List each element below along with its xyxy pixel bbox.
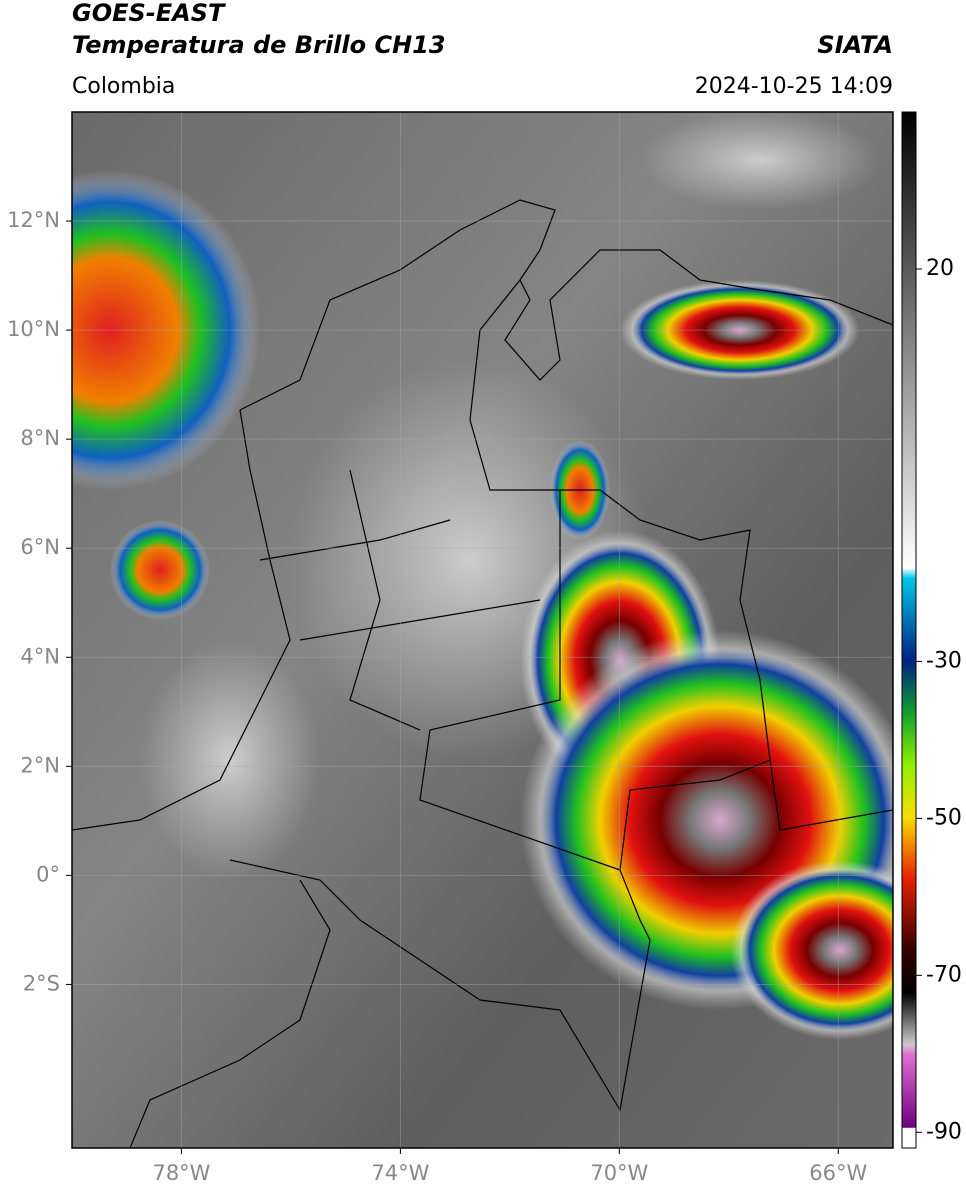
- x-tick-label: 66°W: [809, 1161, 867, 1185]
- colorbar-tick-label: -50: [926, 805, 962, 830]
- title: GOES-EAST: [72, 0, 226, 27]
- datetime: 2024-10-25 14:09: [695, 74, 893, 99]
- graticule: [72, 112, 893, 1148]
- y-tick-label: 6°N: [20, 535, 60, 559]
- x-tick-label: 70°W: [590, 1161, 648, 1185]
- satellite-image: [72, 112, 893, 1148]
- colorbar-tick-label: -70: [926, 962, 962, 987]
- y-tick-label: 8°N: [20, 426, 60, 450]
- x-tick-label: 78°W: [152, 1161, 210, 1185]
- y-tick-label: 10°N: [7, 317, 60, 341]
- colorbar: [901, 111, 917, 1149]
- y-tick-label: 0°: [36, 862, 60, 886]
- source: SIATA: [817, 31, 893, 59]
- y-tick-label: 4°N: [20, 644, 60, 668]
- map-frame: [71, 111, 894, 1149]
- tick-labels: 78°W 74°W 70°W 66°W 12°N 10°N 8°N 6°N 4°N 2°N 0° 2°…: [7, 208, 962, 1185]
- y-tick-label: 2°S: [23, 971, 60, 995]
- y-tick-label: 12°N: [7, 208, 60, 232]
- subtitle: Temperatura de Brillo CH13: [72, 31, 446, 59]
- y-tick-label: 2°N: [20, 753, 60, 777]
- colorbar-tick-label: -90: [926, 1119, 962, 1144]
- colorbar-tick-label: -30: [926, 648, 962, 673]
- x-tick-label: 74°W: [371, 1161, 429, 1185]
- region: Colombia: [72, 74, 175, 99]
- colorbar-tick-label: 20: [926, 256, 954, 281]
